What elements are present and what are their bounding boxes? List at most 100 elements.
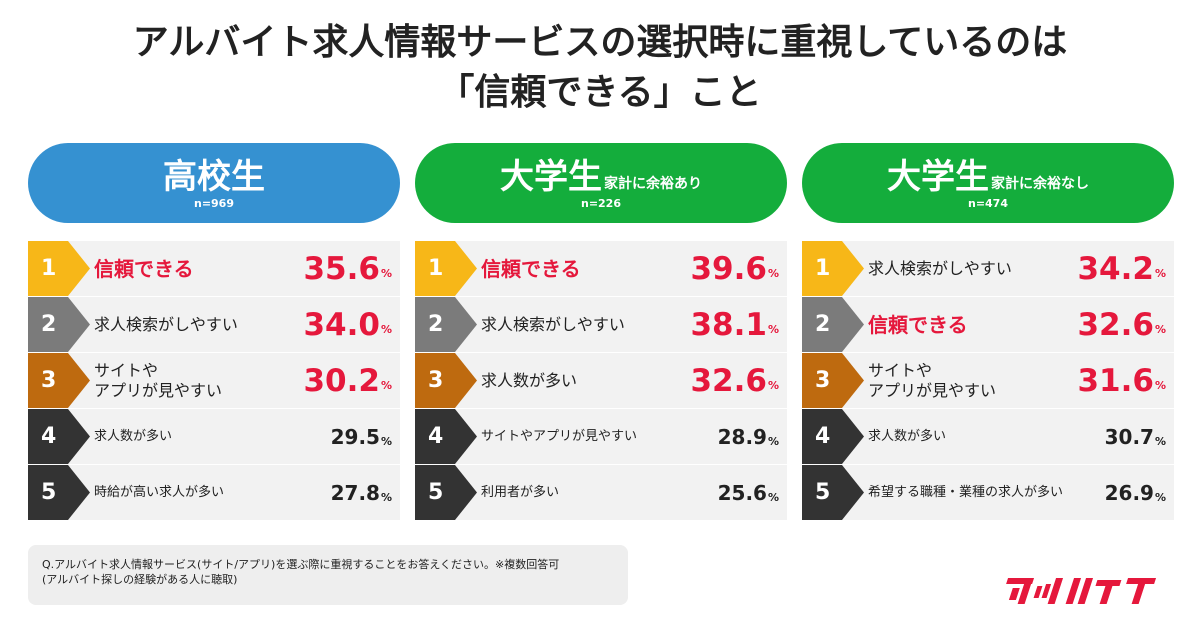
value-number: 27.8 — [330, 480, 380, 505]
group-pill: 大学生 家計に余裕あり n=226 — [415, 143, 787, 223]
value-number: 28.9 — [717, 424, 767, 449]
row-label: 利用者が多い — [481, 484, 560, 500]
row-value: 35.6% — [303, 241, 392, 296]
ranking-list: 1 信頼できる 35.6% 2 求人検索がしやすい 34.0% 3 サイトや アプリが見やすい 3… — [28, 241, 400, 521]
ranking-list: 1 求人検索がしやすい 34.2% 2 信頼できる 32.6% 3 サイトや アプリが見やすい 3… — [802, 241, 1174, 521]
group-heading: 高校生 — [28, 157, 400, 197]
value-unit: % — [1154, 379, 1166, 392]
value-unit: % — [380, 379, 392, 392]
row-label: 希望する職種・業種の求人が多い — [868, 484, 1064, 500]
row-value: 30.2% — [303, 353, 392, 408]
ranking-row: 3 求人数が多い 32.6% — [415, 353, 787, 408]
group-name: 大学生 — [887, 157, 989, 197]
value-unit: % — [767, 491, 779, 504]
value-unit: % — [1154, 323, 1166, 336]
rank-badge: 1 — [28, 241, 90, 296]
ranking-row: 5 時給が高い求人が多い 27.8% — [28, 465, 400, 520]
value-number: 30.2 — [303, 362, 380, 399]
value-number: 26.9 — [1104, 480, 1154, 505]
row-label: 求人検索がしやすい — [868, 258, 1012, 278]
rank-badge: 1 — [802, 241, 864, 296]
value-number: 34.0 — [303, 306, 380, 343]
sample-size: n=474 — [967, 197, 1008, 210]
survey-condition: (アルバイト探しの経験がある人に聴取) — [42, 573, 238, 586]
value-number: 39.6 — [690, 250, 767, 287]
row-label: 求人数が多い — [481, 370, 578, 390]
value-unit: % — [767, 267, 779, 280]
value-unit: % — [380, 267, 392, 280]
row-value: 32.6% — [1077, 297, 1166, 352]
ranking-panel: 大学生 家計に余裕なし n=474 1 求人検索がしやすい 34.2% 2 信頼できる 32.6… — [802, 143, 1174, 521]
value-unit: % — [1154, 491, 1166, 504]
row-value: 31.6% — [1077, 353, 1166, 408]
rank-badge: 3 — [415, 353, 477, 408]
row-label: 信頼できる — [868, 312, 968, 337]
row-label: サイトやアプリが見やすい — [94, 361, 223, 400]
survey-question: Q.アルバイト求人情報サービス(サイト/アプリ)を選ぶ際に重視することをお答えく… — [42, 558, 560, 571]
sample-size: n=226 — [580, 197, 621, 210]
row-value: 39.6% — [690, 241, 779, 296]
rank-badge: 4 — [28, 409, 90, 464]
group-subtitle: 家計に余裕なし — [991, 176, 1089, 192]
ranking-panel: 高校生 n=969 1 信頼できる 35.6% 2 求人検索がしやすい 34.0% 3 サイトやア… — [28, 143, 400, 521]
value-number: 35.6 — [303, 250, 380, 287]
ranking-row: 5 利用者が多い 25.6% — [415, 465, 787, 520]
group-subtitle: 家計に余裕あり — [604, 176, 702, 192]
ranking-row: 2 信頼できる 32.6% — [802, 297, 1174, 352]
value-number: 29.5 — [330, 424, 380, 449]
ranking-row: 1 信頼できる 35.6% — [28, 241, 400, 296]
value-number: 32.6 — [690, 362, 767, 399]
rank-badge: 5 — [28, 465, 90, 520]
rank-badge: 2 — [415, 297, 477, 352]
rank-badge: 2 — [28, 297, 90, 352]
row-value: 30.7% — [1105, 409, 1166, 464]
value-number: 31.6 — [1077, 362, 1154, 399]
ranking-row: 2 求人検索がしやすい 38.1% — [415, 297, 787, 352]
value-unit: % — [767, 435, 779, 448]
rank-badge: 5 — [802, 465, 864, 520]
row-label: 信頼できる — [94, 256, 194, 281]
value-number: 25.6 — [717, 480, 767, 505]
value-unit: % — [1154, 267, 1166, 280]
row-label: 求人数が多い — [94, 428, 173, 444]
page-title: アルバイト求人情報サービスの選択時に重視しているのは 「信頼できる」こと — [0, 18, 1200, 118]
rank-badge: 3 — [802, 353, 864, 408]
rank-badge: 3 — [28, 353, 90, 408]
ranking-row: 2 求人検索がしやすい 34.0% — [28, 297, 400, 352]
group-name: 大学生 — [500, 157, 602, 197]
row-label: 信頼できる — [481, 256, 581, 281]
group-name: 高校生 — [163, 157, 265, 197]
ranking-row: 1 信頼できる 39.6% — [415, 241, 787, 296]
value-unit: % — [1154, 435, 1166, 448]
ranking-row: 4 求人数が多い 30.7% — [802, 409, 1174, 464]
row-label: 時給が高い求人が多い — [94, 484, 225, 500]
title-line-2: 「信頼できる」こと — [438, 72, 762, 113]
ranking-row: 4 求人数が多い 29.5% — [28, 409, 400, 464]
ranking-list: 1 信頼できる 39.6% 2 求人検索がしやすい 38.1% 3 求人数が多い 32.6% 4 サ… — [415, 241, 787, 521]
value-unit: % — [380, 435, 392, 448]
group-pill: 高校生 n=969 — [28, 143, 400, 223]
ranking-row: 1 求人検索がしやすい 34.2% — [802, 241, 1174, 296]
row-value: 26.9% — [1105, 465, 1166, 520]
group-heading: 大学生 家計に余裕あり — [415, 157, 787, 197]
survey-note: Q.アルバイト求人情報サービス(サイト/アプリ)を選ぶ際に重視することをお答えく… — [28, 545, 628, 605]
row-value: 32.6% — [690, 353, 779, 408]
row-value: 27.8% — [331, 465, 392, 520]
rank-badge: 1 — [415, 241, 477, 296]
value-unit: % — [380, 491, 392, 504]
ranking-panel: 大学生 家計に余裕あり n=226 1 信頼できる 39.6% 2 求人検索がしやすい 38.1… — [415, 143, 787, 521]
title-line-1: アルバイト求人情報サービスの選択時に重視しているのは — [132, 22, 1068, 63]
value-unit: % — [380, 323, 392, 336]
value-number: 32.6 — [1077, 306, 1154, 343]
row-value: 38.1% — [690, 297, 779, 352]
value-number: 34.2 — [1077, 250, 1154, 287]
logo-mark-icon — [1006, 578, 1157, 604]
row-value: 28.9% — [718, 409, 779, 464]
row-label: 求人数が多い — [868, 428, 947, 444]
rank-badge: 4 — [802, 409, 864, 464]
ranking-row: 3 サイトや アプリが見やすい 30.2% — [28, 353, 400, 408]
ranking-row: 4 サイトやアプリが見やすい 28.9% — [415, 409, 787, 464]
ranking-row: 3 サイトや アプリが見やすい 31.6% — [802, 353, 1174, 408]
rank-badge: 5 — [415, 465, 477, 520]
row-label: 求人検索がしやすい — [94, 314, 238, 334]
